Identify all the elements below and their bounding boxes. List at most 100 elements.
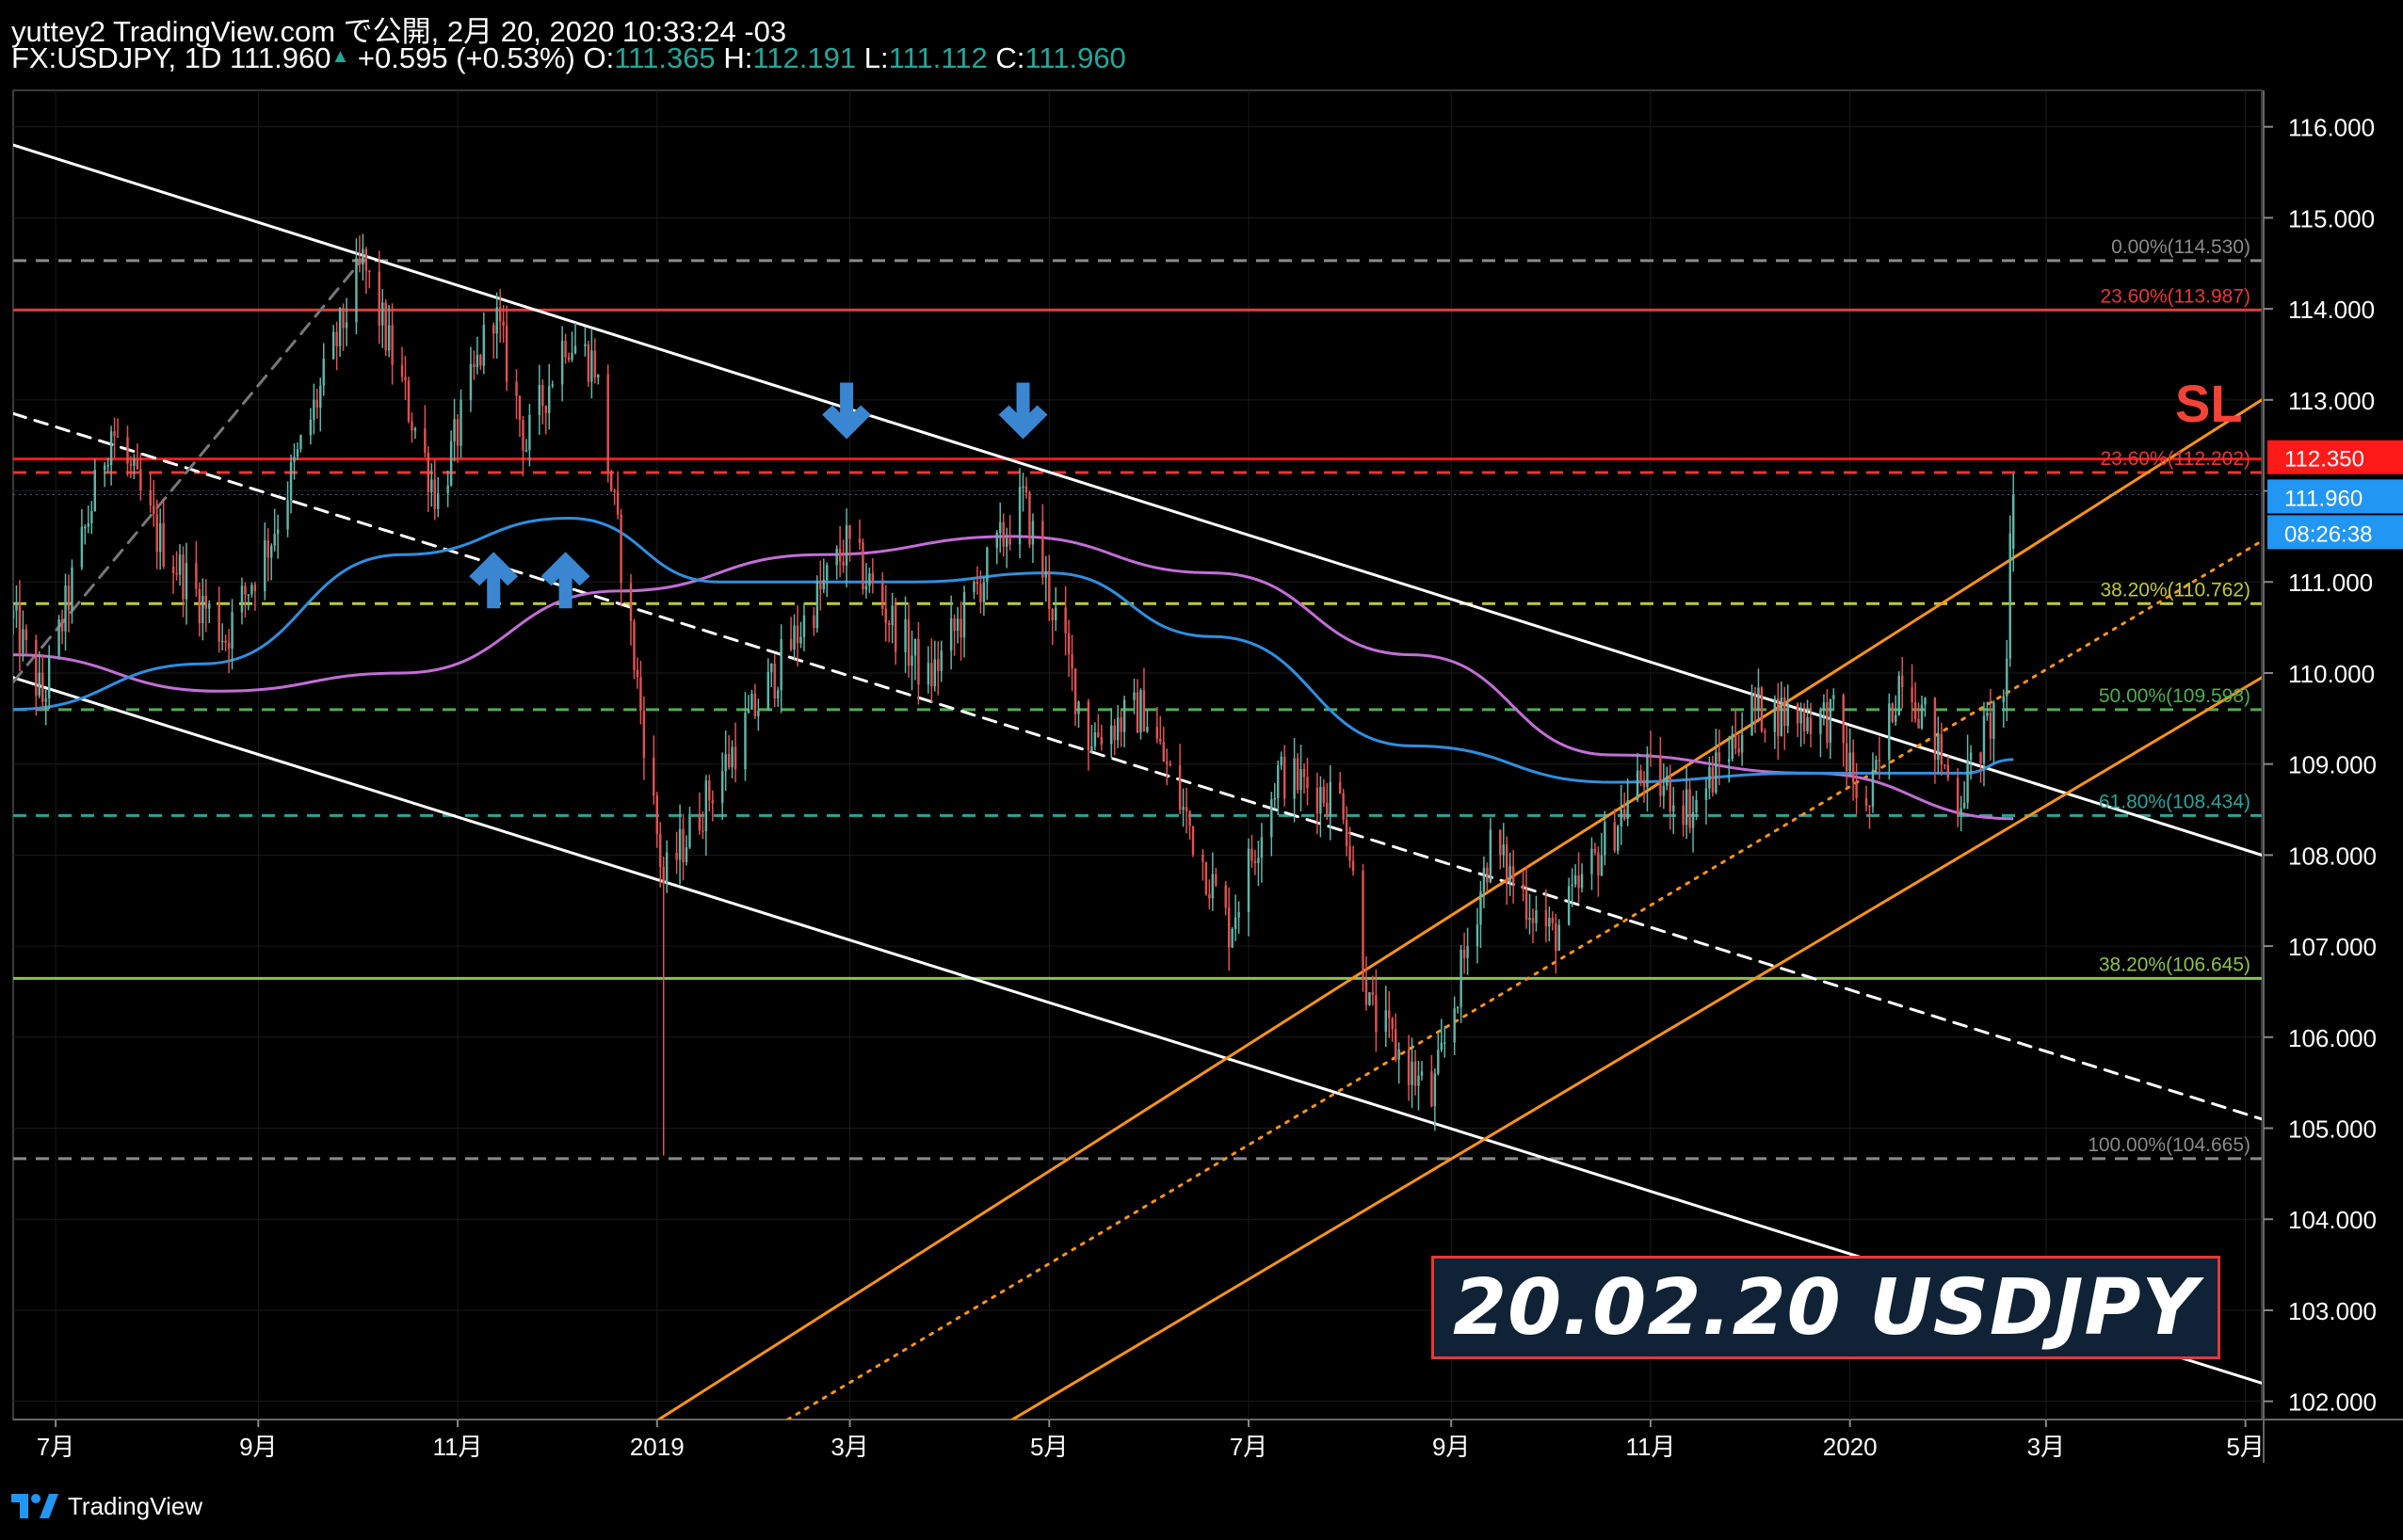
- candle-body: [309, 419, 313, 436]
- candle-body: [822, 580, 826, 589]
- candle-body: [1528, 918, 1531, 921]
- candle-body: [1773, 698, 1777, 732]
- candle-body: [1437, 1050, 1440, 1074]
- candle-body: [960, 618, 962, 638]
- candle-body: [1508, 866, 1511, 884]
- candle-body: [1691, 812, 1695, 828]
- candle-body: [296, 449, 299, 457]
- candle-body: [378, 271, 380, 326]
- candle-body: [368, 270, 371, 273]
- candle-body: [1731, 733, 1734, 760]
- candle-body: [642, 711, 646, 758]
- candle-body: [1319, 786, 1322, 814]
- y-tick-label: 108.000: [2288, 842, 2377, 870]
- fib-level-label: 100.00%(104.665): [2088, 1134, 2250, 1156]
- candle-body: [364, 249, 368, 271]
- candle-body: [688, 813, 691, 848]
- candle-body: [1280, 756, 1282, 766]
- candle-body: [1388, 1010, 1391, 1019]
- sl-price-tag: 112.350: [2267, 440, 2403, 474]
- candle-body: [240, 586, 244, 613]
- candle-body: [1966, 760, 1969, 803]
- candle-body: [1777, 698, 1780, 737]
- candle-body: [995, 533, 998, 548]
- candle-body: [1443, 1042, 1446, 1044]
- x-tick-label: 5月: [1030, 1433, 1068, 1461]
- candle-body: [1920, 704, 1924, 729]
- candle-body: [136, 458, 139, 470]
- candle-body: [659, 834, 662, 867]
- candle-body: [1116, 717, 1120, 741]
- y-tick-label: 104.000: [2288, 1206, 2377, 1234]
- candle-body: [590, 350, 593, 382]
- candle-body: [770, 663, 773, 672]
- candle-body: [1044, 570, 1048, 578]
- candle-body: [1573, 874, 1577, 885]
- candle-body: [322, 359, 325, 386]
- candle-body: [551, 384, 554, 387]
- x-tick-label: 2019: [630, 1433, 685, 1461]
- candle-body: [293, 457, 296, 462]
- candle-body: [698, 813, 702, 831]
- candle-body: [276, 529, 280, 535]
- candle-body: [1489, 829, 1492, 883]
- candle-body: [1571, 884, 1573, 887]
- candle-body: [1946, 764, 1950, 778]
- candle-body: [799, 636, 802, 644]
- candle-body: [1666, 776, 1669, 786]
- candle-body: [391, 325, 394, 365]
- candle-body: [1227, 907, 1231, 948]
- candle-body: [149, 490, 152, 506]
- candle-body: [1028, 492, 1031, 545]
- candle-body: [917, 638, 920, 685]
- candle-body: [139, 469, 142, 491]
- candle-body: [71, 567, 73, 611]
- plot-layer: [13, 90, 2262, 1420]
- candle-body: [1711, 766, 1715, 793]
- candle-body: [1617, 826, 1620, 851]
- candle-body: [1345, 819, 1348, 846]
- candle-body: [571, 353, 573, 361]
- candle-body: [469, 363, 473, 400]
- candle-body: [894, 605, 897, 652]
- candle-body: [113, 431, 116, 437]
- candle-body: [1933, 698, 1937, 761]
- candle-body: [884, 608, 887, 624]
- candle-body: [38, 672, 40, 696]
- countdown-tag-bg: [2267, 515, 2403, 550]
- candle-body: [962, 592, 966, 638]
- candle-body: [747, 709, 750, 714]
- candle-body: [227, 642, 231, 649]
- candle-body: [1139, 690, 1142, 733]
- candle-body: [949, 618, 953, 651]
- candle-body: [1613, 822, 1616, 851]
- candle-body: [1122, 699, 1126, 732]
- candle-body: [1871, 769, 1875, 808]
- y-tick-label: 106.000: [2288, 1024, 2377, 1052]
- candle-body: [103, 465, 106, 471]
- candle-body: [1924, 698, 1927, 705]
- candle-body: [1024, 486, 1028, 493]
- candle-body: [87, 522, 90, 527]
- candle-body: [250, 585, 253, 595]
- candle-body: [1753, 693, 1757, 709]
- candle-body: [1237, 911, 1240, 918]
- candle-body: [1783, 697, 1786, 727]
- candle-body: [1845, 743, 1848, 772]
- candle-body: [1913, 701, 1917, 719]
- candle-body: [1832, 695, 1835, 699]
- candle-body: [1411, 1061, 1413, 1085]
- candle-body: [1260, 837, 1264, 858]
- candle-body: [1342, 793, 1345, 820]
- candle-body: [567, 357, 571, 361]
- candle-body: [1685, 789, 1688, 826]
- candle-body: [1875, 760, 1878, 770]
- candle-body: [862, 542, 864, 590]
- candle-body: [1750, 693, 1753, 736]
- candle-body: [178, 554, 182, 575]
- candle-body: [1351, 860, 1355, 872]
- x-tick-label: 5月: [2226, 1433, 2264, 1461]
- candle-body: [1067, 633, 1071, 655]
- candle-body: [1282, 756, 1286, 799]
